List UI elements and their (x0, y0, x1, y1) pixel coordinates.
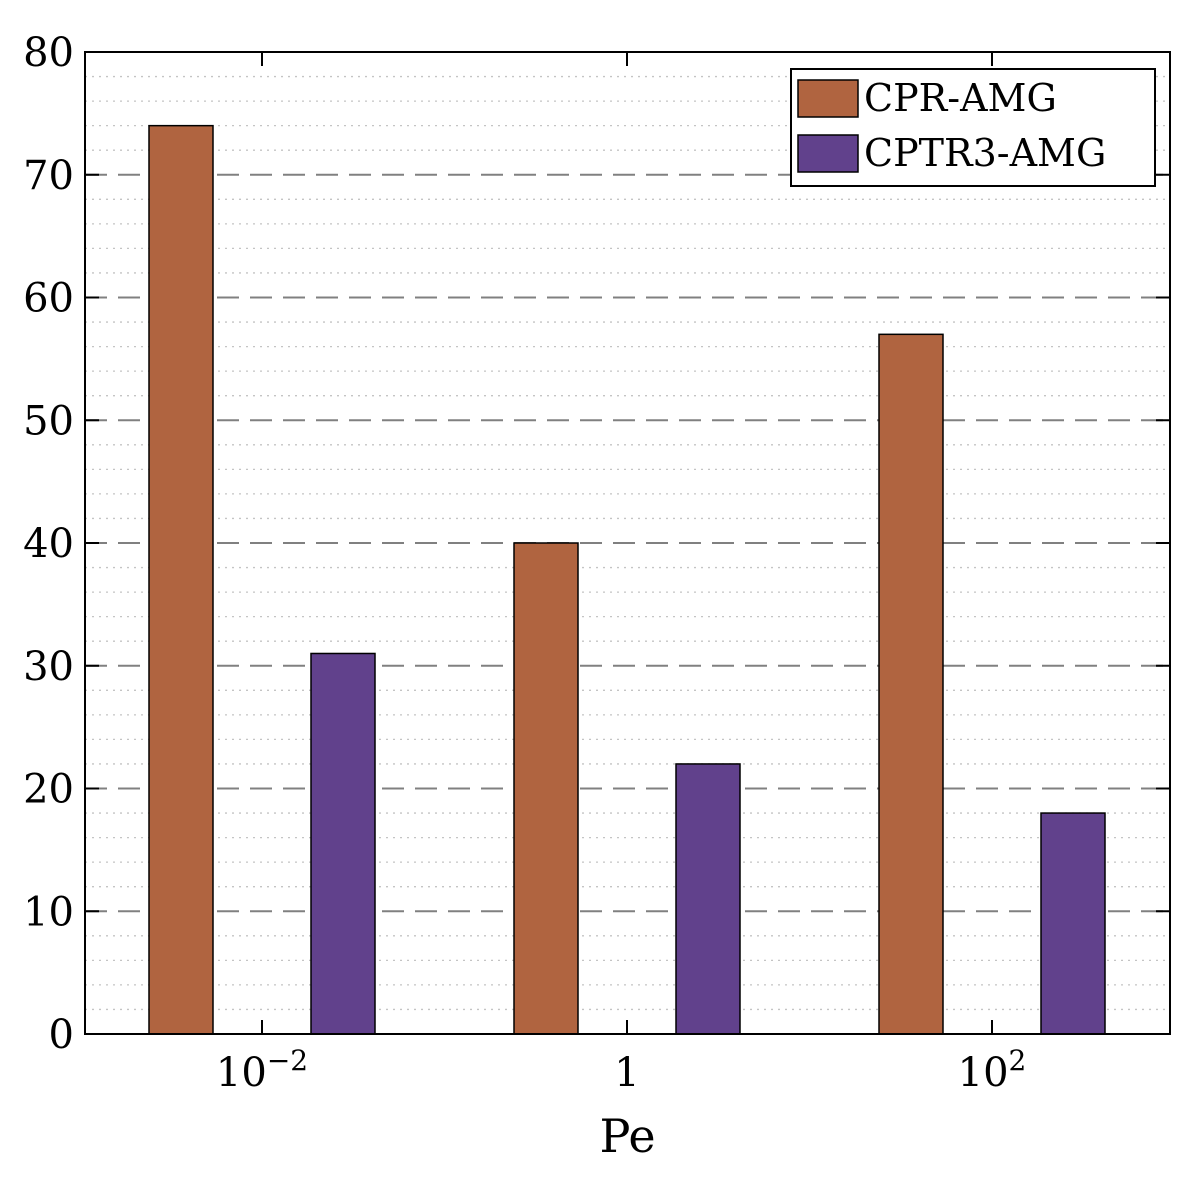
y-tick-label: 60 (23, 276, 74, 322)
y-tick-label: 10 (23, 889, 74, 935)
y-tick-label: 80 (23, 30, 74, 76)
legend-swatch-cptr3-amg (797, 134, 859, 173)
y-tick-label: 70 (23, 153, 74, 199)
bar-cptr3-amg-0 (310, 652, 376, 1035)
y-tick-label: 40 (23, 521, 74, 567)
legend: CPR-AMG CPTR3-AMG (790, 68, 1156, 187)
legend-label-cptr3-amg: CPTR3-AMG (864, 131, 1106, 175)
bar-cpr-amg-2 (878, 333, 944, 1035)
bars (148, 124, 1106, 1035)
bar-cptr3-amg-2 (1040, 812, 1106, 1035)
y-tick-label: 0 (49, 1012, 74, 1058)
x-axis-title: Pe (599, 1109, 655, 1163)
y-tick-label: 30 (23, 644, 74, 690)
grid-lines (85, 75, 1170, 1011)
y-tick-labels: 0 10 20 30 40 50 60 70 80 (23, 30, 74, 1058)
x-tick-labels: 10−2 1 102 (216, 1044, 1026, 1096)
x-tick-label: 10−2 (216, 1044, 308, 1096)
bar-cptr3-amg-1 (675, 763, 741, 1035)
y-tick-label: 50 (23, 398, 74, 444)
legend-swatch-cpr-amg (797, 79, 859, 118)
bar-cpr-amg-1 (513, 542, 579, 1035)
y-tick-label: 20 (23, 767, 74, 813)
axis-ticks (85, 51, 1170, 1035)
x-tick-label: 1 (614, 1050, 639, 1096)
bar-cpr-amg-0 (148, 124, 214, 1035)
x-tick-label: 102 (958, 1044, 1027, 1096)
legend-label-cpr-amg: CPR-AMG (864, 76, 1057, 120)
